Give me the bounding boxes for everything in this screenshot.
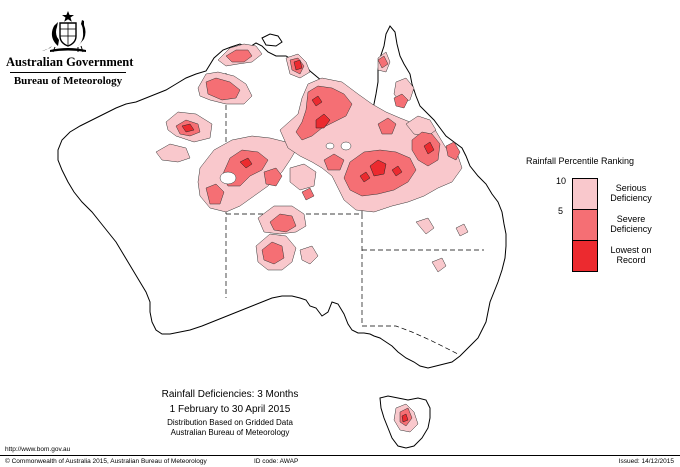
legend-swatch-serious: [572, 178, 598, 210]
bureau-name: Bureau of Meteorology: [13, 75, 123, 87]
legend-label-severe-line1: Severe: [616, 214, 646, 224]
legend-swatch-lowest: [572, 240, 598, 272]
melville-island-outline: [261, 33, 283, 47]
legend-swatch-severe: [572, 209, 598, 241]
legend-title: Rainfall Percentile Ranking: [526, 156, 635, 166]
lowest-on-record-areas: [181, 59, 435, 423]
legend-tick-5: 5: [558, 206, 564, 216]
legend-label-lowest-line1: Lowest on: [610, 245, 652, 255]
australia-mainland-outline: [57, 25, 507, 369]
coat-of-arms-icon: [42, 11, 86, 53]
footer-divider: [0, 455, 680, 456]
legend-label-serious-line2: Deficiency: [610, 193, 652, 203]
map-title: Rainfall Deficiencies: 3 Months: [161, 389, 299, 400]
government-name: Australian Government: [6, 55, 134, 69]
footer-copyright: © Commonwealth of Australia 2015, Austra…: [5, 458, 207, 465]
legend-label-severe: Severe Deficiency: [600, 214, 662, 234]
legend-label-lowest-line2: Record: [616, 255, 646, 265]
footer-issued-date: Issued: 14/12/2015: [618, 458, 674, 465]
header-divider: [10, 72, 126, 73]
government-branding: Australian Government Bureau of Meteorol…: [6, 10, 134, 87]
unaffected-pockets: [219, 141, 352, 185]
map-source: Australian Bureau of Meteorology: [170, 428, 290, 437]
footer-url: http://www.bom.gov.au: [5, 446, 71, 453]
footer-id-code: ID code: AWAP: [254, 458, 299, 465]
legend-label-serious-line1: Serious: [615, 183, 647, 193]
legend-label-serious: Serious Deficiency: [600, 183, 662, 203]
map-distribution: Distribution Based on Gridded Data: [167, 418, 293, 427]
severe-deficiency-areas: [175, 49, 461, 427]
legend-tick-10: 10: [556, 176, 567, 186]
nsw-vic-border: [362, 325, 459, 355]
legend-label-severe-line2: Deficiency: [610, 224, 652, 234]
map-period: 1 February to 30 April 2015: [169, 404, 291, 415]
legend-label-lowest: Lowest on Record: [600, 245, 662, 265]
map-title-block: Rainfall Deficiencies: 3 Months 1 Februa…: [130, 388, 330, 438]
